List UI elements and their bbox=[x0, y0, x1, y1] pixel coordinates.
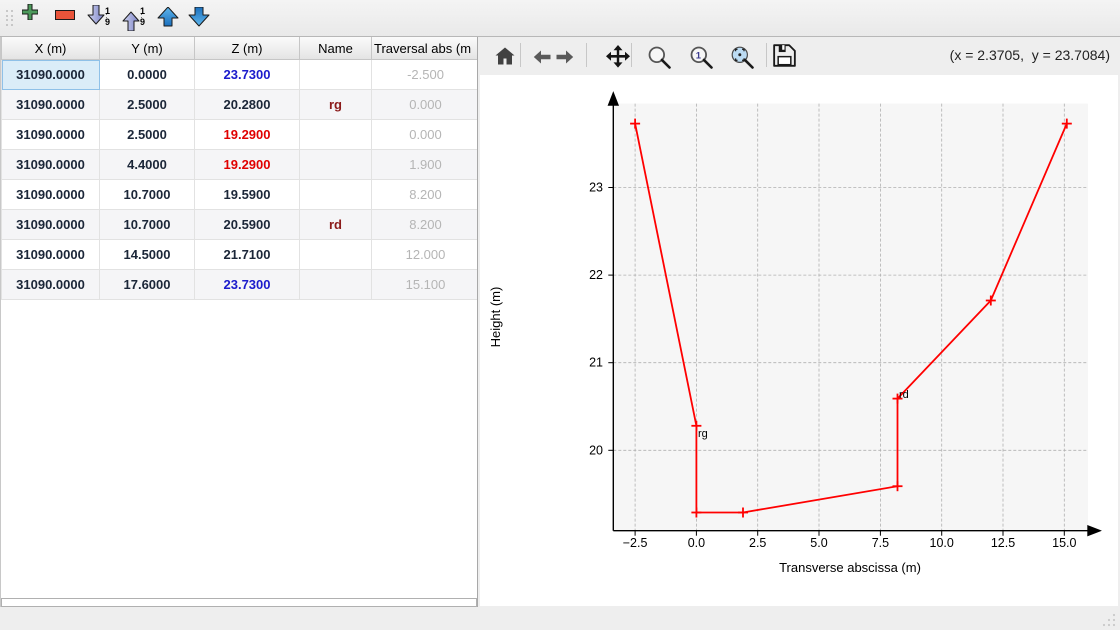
svg-text:10.0: 10.0 bbox=[930, 536, 954, 550]
svg-text:1: 1 bbox=[696, 50, 702, 61]
svg-text:9: 9 bbox=[140, 17, 145, 27]
svg-text:20: 20 bbox=[589, 443, 603, 457]
svg-text:0.0: 0.0 bbox=[688, 536, 705, 550]
svg-text:−2.5: −2.5 bbox=[623, 536, 648, 550]
svg-text:5.0: 5.0 bbox=[810, 536, 827, 550]
svg-text:21: 21 bbox=[589, 356, 603, 370]
svg-text:15.0: 15.0 bbox=[1052, 536, 1076, 550]
svg-text:2.5: 2.5 bbox=[749, 536, 766, 550]
svg-text:23: 23 bbox=[589, 181, 603, 195]
svg-text:9: 9 bbox=[105, 17, 110, 27]
svg-text:22: 22 bbox=[589, 268, 603, 282]
svg-text:rg: rg bbox=[698, 428, 708, 440]
svg-text:Transverse abscissa (m): Transverse abscissa (m) bbox=[779, 560, 921, 575]
svg-text:7.5: 7.5 bbox=[872, 536, 889, 550]
svg-text:rd: rd bbox=[899, 389, 909, 401]
svg-text:Height (m): Height (m) bbox=[488, 287, 503, 348]
svg-text:12.5: 12.5 bbox=[991, 536, 1015, 550]
